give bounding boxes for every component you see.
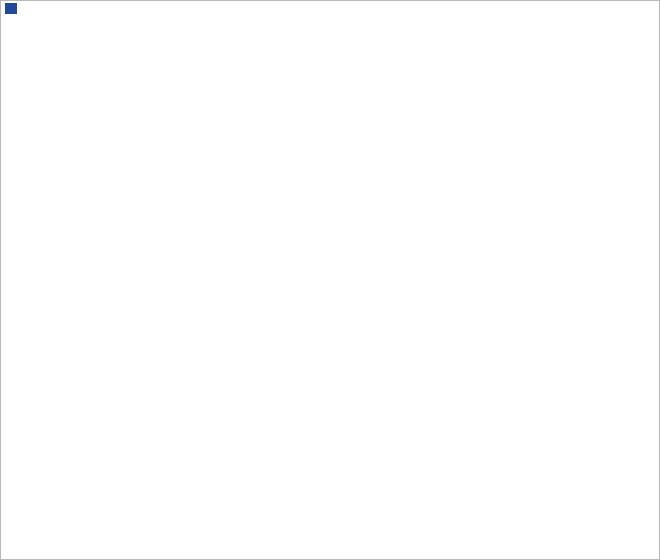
chart-menu-icon[interactable] [5, 3, 17, 14]
chart-title-bar [5, 3, 42, 14]
